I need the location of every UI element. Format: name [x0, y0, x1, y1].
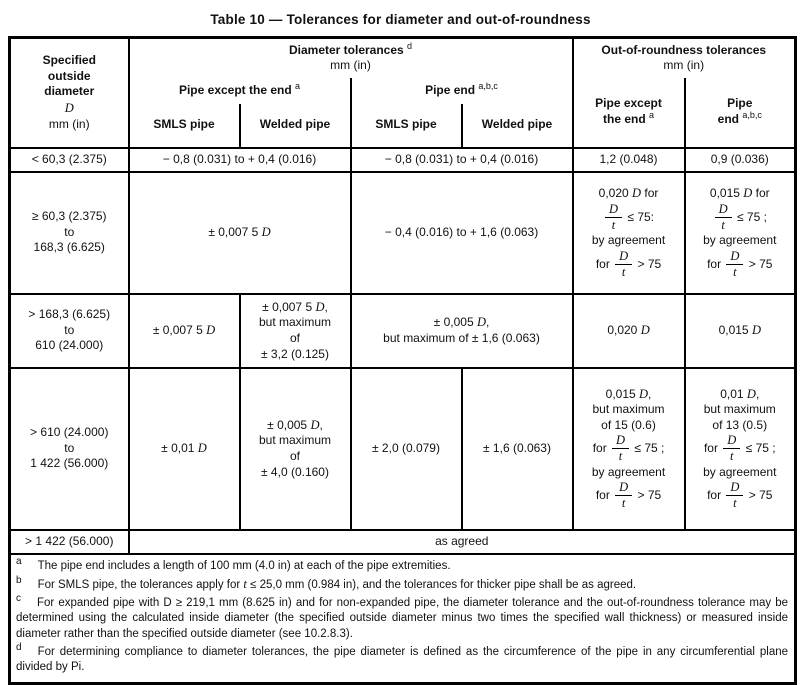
footnote-a-letter: a	[16, 555, 22, 567]
header-pipe-end: Pipe end a,b,c	[349, 77, 574, 104]
footnote-c: c For expanded pipe with D ≥ 219,1 mm (8.…	[16, 592, 789, 643]
cell-r1-oor-pipe-end: 0,9 (0.036)	[683, 146, 797, 173]
cell-r3-oor-except-end: 0,020 D	[571, 292, 686, 369]
cell-r3-diameter-range: > 168,3 (6.625) to 610 (24.000)	[8, 292, 130, 369]
footnote-d: d For determining compliance to diameter …	[16, 641, 789, 676]
cell-r3-oor-pipe-end: 0,015 D	[683, 292, 797, 369]
math-symbol: t	[243, 577, 247, 592]
cell-r4-smls-pipe-end: ± 2,0 (0.079)	[349, 366, 463, 531]
header-pipe-except-end: Pipe except the end a	[127, 77, 352, 104]
math-symbol: D	[310, 417, 320, 432]
math-symbol: D	[206, 323, 216, 338]
cell-r3-welded-except-end: ± 0,007 5 D, but maximum of ± 3,2 (0.125)	[238, 292, 352, 369]
cell-r1-oor-except-end: 1,2 (0.048)	[571, 146, 686, 173]
header-col1-unit: mm (in)	[48, 116, 90, 131]
footnote-a-text: The pipe end includes a length of 100 mm…	[37, 559, 451, 572]
header-welded-pipe-except-end: Welded pipe	[238, 103, 352, 149]
footnote-ref: a	[649, 110, 655, 120]
math-symbol: D	[197, 441, 207, 456]
cell-r3-pipe-end: ± 0,005 D, but maximum of ± 1,6 (0.063)	[349, 292, 574, 369]
table-title: Table 10 — Tolerances for diameter and o…	[210, 12, 591, 27]
math-symbol: D	[751, 323, 761, 338]
cell-r2-diameter-range: ≥ 60,3 (2.375) to 168,3 (6.625)	[8, 170, 130, 295]
header-smls-pipe-end: SMLS pipe	[349, 103, 463, 149]
cell-r2-pipe-end: − 0,4 (0.016) to + 1,6 (0.063)	[349, 170, 574, 295]
footnote-ref: a	[295, 80, 301, 91]
diameter-symbol: D	[13, 100, 126, 117]
cell-r2-except-end: ± 0,007 5 D	[127, 170, 352, 295]
header-oor-tolerances-group: Out-of-roundness tolerances mm (in)	[571, 36, 797, 78]
math-symbol: D	[639, 386, 649, 401]
math-symbol: D	[746, 386, 756, 401]
header-oor-pipe-except-end: Pipe except the end a	[571, 77, 686, 149]
cell-r4-welded-except-end: ± 0,005 D, but maximum of ± 4,0 (0.160)	[238, 366, 352, 531]
cell-r5-as-agreed: as agreed	[127, 528, 797, 555]
math-symbol: D	[476, 315, 486, 330]
header-col1-title: Specified outside diameter	[42, 53, 96, 99]
cell-r1-pipe-end: − 0,8 (0.031) to + 0,4 (0.016)	[349, 146, 574, 173]
cell-r4-welded-pipe-end: ± 1,6 (0.063)	[460, 366, 574, 531]
header-diameter-title: Diameter tolerances d	[288, 40, 413, 57]
header-oor-unit: mm (in)	[663, 58, 705, 73]
footnote-b-text: For SMLS pipe, the tolerances apply for …	[37, 577, 637, 592]
math-symbol: D	[261, 225, 271, 240]
cell-r4-diameter-range: > 610 (24.000) to 1 422 (56.000)	[8, 366, 130, 531]
math-symbol: D	[640, 323, 650, 338]
header-oor-title: Out-of-roundness tolerances	[601, 42, 767, 57]
math-symbol: D	[315, 299, 325, 314]
footnote-ref: a,b,c	[478, 80, 498, 91]
math-symbol: D	[64, 101, 74, 116]
footnote-d-letter: d	[16, 641, 22, 653]
header-welded-pipe-end: Welded pipe	[460, 103, 574, 149]
header-smls-pipe-except-end: SMLS pipe	[127, 103, 241, 149]
footnote-ref: d	[407, 40, 413, 51]
footnote-b-letter: b	[16, 575, 22, 587]
footnote-b: b For SMLS pipe, the tolerances apply for…	[16, 576, 788, 594]
header-diameter-unit: mm (in)	[330, 58, 371, 73]
footnote-a: a The pipe end includes a length of 100 m…	[16, 555, 788, 575]
math-symbol: D	[632, 186, 642, 201]
cell-r1-except-end: − 0,8 (0.031) to + 0,4 (0.016)	[127, 146, 352, 173]
tolerances-table: Specified outside diameter D mm (in) Diame…	[8, 36, 798, 685]
header-specified-outside-diameter: Specified outside diameter D mm (in)	[8, 36, 130, 149]
footnote-d-text: For determining compliance to diameter t…	[16, 645, 789, 674]
cell-r5-diameter-range: > 1 422 (56.000)	[8, 528, 130, 555]
footnote-c-letter: c	[16, 592, 21, 604]
footnotes-block: a The pipe end includes a length of 100 m…	[8, 552, 797, 685]
header-diameter-tolerances-group: Diameter tolerances d mm (in)	[127, 36, 574, 78]
cell-r3-smls-except-end: ± 0,007 5 D	[127, 292, 241, 369]
footnote-ref: a,b,c	[742, 110, 762, 120]
footnote-c-text: For expanded pipe with D ≥ 219,1 mm (8.6…	[16, 596, 789, 640]
header-oor-pipe-end: Pipe end a,b,c	[683, 77, 797, 149]
cell-r4-smls-except-end: ± 0,01 D	[127, 366, 241, 531]
math-symbol: D	[743, 186, 753, 201]
cell-r1-diameter-range: < 60,3 (2.375)	[8, 146, 130, 173]
